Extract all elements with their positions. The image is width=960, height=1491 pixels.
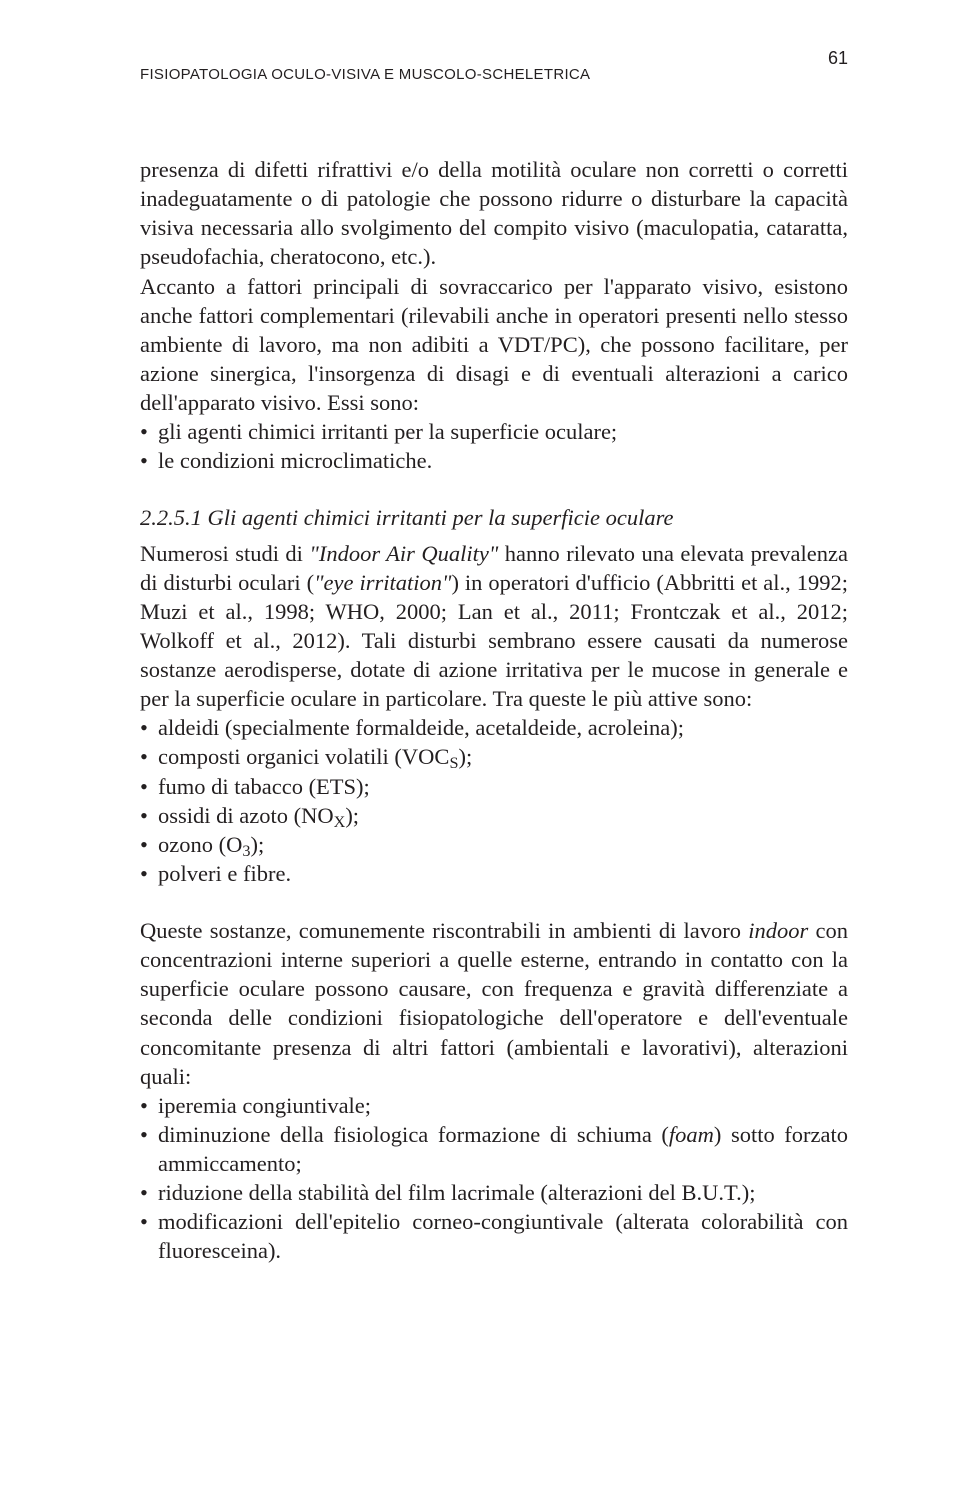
paragraph-2: Accanto a fattori principali di sovracca…	[140, 272, 848, 418]
section-heading: 2.2.5.1 Gli agenti chimici irritanti per…	[140, 503, 848, 532]
page-header: FISIOPATOLOGIA OCULO-VISIVA E MUSCOLO-SC…	[140, 48, 848, 83]
list-item: modificazioni dell'epitelio corneo-congi…	[140, 1207, 848, 1265]
paragraph-1: presenza di difetti rifrattivi e/o della…	[140, 155, 848, 272]
paragraph-3: Numerosi studi di "Indoor Air Quality" h…	[140, 539, 848, 714]
section-title-text: Gli agenti chimici irritanti per la supe…	[208, 505, 674, 530]
text-run: diminuzione della fisiologica formazione…	[158, 1122, 669, 1147]
list-item: ossidi di azoto (NOX);	[140, 801, 848, 830]
text-run: );	[458, 744, 472, 769]
text-run: );	[250, 832, 264, 857]
emphasis: "eye irritation"	[314, 570, 451, 595]
list-item: fumo di tabacco (ETS);	[140, 772, 848, 801]
emphasis: "Indoor Air Quality"	[309, 541, 498, 566]
list-item: riduzione della stabilità del film lacri…	[140, 1178, 848, 1207]
body-text: presenza di difetti rifrattivi e/o della…	[140, 155, 848, 1266]
section-number: 2.2.5.1	[140, 505, 202, 530]
list-item: diminuzione della fisiologica formazione…	[140, 1120, 848, 1178]
text-run: );	[345, 803, 359, 828]
paragraph-4: Queste sostanze, comunemente riscontrabi…	[140, 916, 848, 1091]
text-run: con concentrazioni interne superiori a q…	[140, 918, 848, 1089]
bullet-list-1: gli agenti chimici irritanti per la supe…	[140, 417, 848, 475]
list-item: le condizioni microclimatiche.	[140, 446, 848, 475]
subscript: X	[334, 813, 346, 831]
list-item: aldeidi (specialmente formaldeide, aceta…	[140, 713, 848, 742]
running-head: FISIOPATOLOGIA OCULO-VISIVA E MUSCOLO-SC…	[140, 66, 590, 83]
text-run: Numerosi studi di	[140, 541, 309, 566]
page-number: 61	[828, 48, 848, 69]
list-item: composti organici volatili (VOCS);	[140, 742, 848, 771]
text-run: ossidi di azoto (NO	[158, 803, 334, 828]
bullet-list-3: iperemia congiuntivale; diminuzione dell…	[140, 1091, 848, 1266]
list-item: iperemia congiuntivale;	[140, 1091, 848, 1120]
emphasis: indoor	[748, 918, 808, 943]
list-item: ozono (O3);	[140, 830, 848, 859]
text-run: composti organici volatili (VOC	[158, 744, 449, 769]
list-item: gli agenti chimici irritanti per la supe…	[140, 417, 848, 446]
bullet-list-2: aldeidi (specialmente formaldeide, aceta…	[140, 713, 848, 888]
text-run: ozono (O	[158, 832, 242, 857]
page: FISIOPATOLOGIA OCULO-VISIVA E MUSCOLO-SC…	[0, 0, 960, 1491]
list-item: polveri e fibre.	[140, 859, 848, 888]
emphasis: foam	[669, 1122, 714, 1147]
text-run: Queste sostanze, comunemente riscontrabi…	[140, 918, 748, 943]
